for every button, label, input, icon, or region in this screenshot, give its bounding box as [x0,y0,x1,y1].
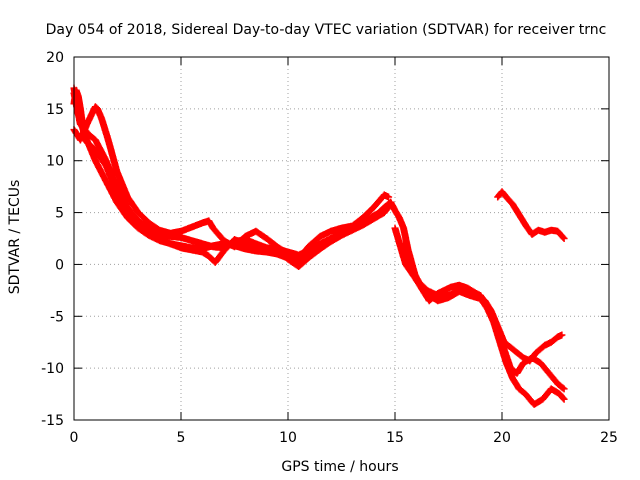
y-tick-label: -5 [50,309,64,325]
series-6 [391,224,568,408]
x-tick-label: 25 [600,430,618,446]
y-tick-label: 10 [46,154,64,170]
series-7-markers [400,240,568,393]
y-tick-label: -15 [41,413,64,429]
x-axis-label: GPS time / hours [281,459,398,475]
y-axis-label: SDTVAR / TECUs [7,180,23,295]
y-tick-label: 20 [46,50,64,66]
x-tick-label: 5 [177,430,186,446]
series-3-markers [70,103,393,262]
tick-labels: 0 5 10 15 20 25 -15 -10 -5 0 5 10 15 20 [41,50,618,446]
x-tick-label: 15 [386,430,404,446]
series-8 [494,188,568,242]
series-3 [70,103,393,262]
x-tick-label: 20 [493,430,511,446]
y-tick-label: 15 [46,102,64,118]
x-tick-label: 0 [70,430,79,446]
y-tick-label: -10 [41,361,64,377]
y-tick-label: 0 [55,257,64,273]
chart-title: Day 054 of 2018, Sidereal Day-to-day VTE… [46,22,607,38]
x-tick-label: 10 [279,430,297,446]
series-6-markers [391,224,568,408]
series-7 [400,240,568,393]
y-tick-label: 5 [55,206,64,222]
series-5-markers [387,198,566,365]
data-points [70,84,568,408]
plot-frame [73,56,610,421]
series-8-markers [494,188,568,242]
series-5 [387,198,566,365]
grid-lines [74,57,609,420]
